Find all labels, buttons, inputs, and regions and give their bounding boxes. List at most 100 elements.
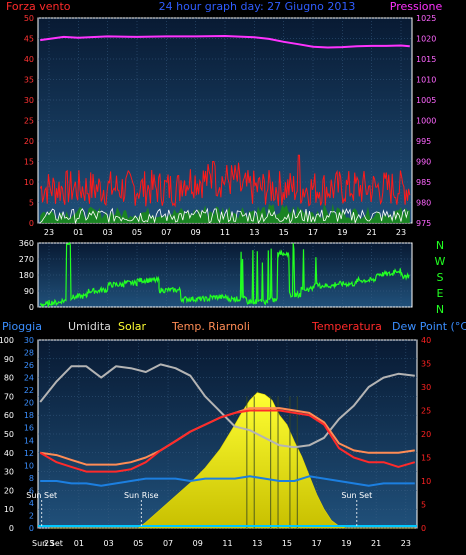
compass-e: E [437, 287, 444, 300]
y-tick-wind: 40 [24, 55, 34, 64]
wind-average-area [40, 203, 410, 223]
y-tick-direction: 90 [24, 287, 34, 296]
y-tick-dewpoint: 2 [29, 511, 34, 520]
x-axis-first-label: Sun Set [32, 539, 63, 548]
sunset-left-marker-label: Sun Set [26, 491, 57, 500]
y-tick-rain: 90 [4, 355, 14, 364]
x-tick-wind: 15 [279, 228, 289, 237]
y-tick-dewpoint: 4 [29, 499, 34, 508]
y-tick-rain: 70 [4, 392, 14, 401]
y-tick-wind: 5 [29, 199, 34, 208]
sunset-right-marker-label: Sun Set [341, 491, 372, 500]
x-tick-wind: 07 [161, 228, 171, 237]
y-tick-temperature: 25 [421, 407, 431, 416]
y-tick-wind: 15 [24, 158, 34, 167]
y-tick-pressure: 1005 [416, 96, 436, 105]
x-tick-climate: 03 [104, 539, 114, 548]
wind-gust-line [39, 154, 411, 208]
wind-direction-line [39, 241, 410, 308]
wind-axis-label: Forza vento [6, 0, 71, 13]
dewpoint-line [40, 475, 415, 487]
y-tick-wind: 10 [24, 178, 34, 187]
legend-apparent: Temp. Riarnoli [171, 320, 250, 333]
y-tick-dewpoint: 8 [29, 474, 34, 483]
legend-dewpoint: Dew Point (°C) [392, 320, 466, 333]
x-tick-climate: 23 [44, 539, 54, 548]
x-tick-wind: 13 [249, 228, 259, 237]
x-tick-climate: 15 [282, 539, 292, 548]
y-tick-rain: 50 [4, 430, 14, 439]
x-tick-climate: 23 [401, 539, 411, 548]
y-tick-temperature: 5 [421, 501, 426, 510]
pressure-axis-label: Pressione [390, 0, 443, 13]
y-tick-rain: 60 [4, 411, 14, 420]
y-tick-wind: 30 [24, 96, 34, 105]
x-tick-climate: 17 [312, 539, 322, 548]
y-tick-rain: 40 [4, 449, 14, 458]
y-tick-temperature: 30 [421, 383, 431, 392]
y-tick-dewpoint: 20 [24, 399, 34, 408]
y-tick-dewpoint: 10 [24, 461, 34, 470]
x-tick-wind: 09 [191, 228, 201, 237]
y-tick-wind: 25 [24, 117, 34, 126]
y-tick-wind: 35 [24, 76, 34, 85]
y-tick-pressure: 990 [416, 158, 431, 167]
x-tick-climate: 19 [341, 539, 351, 548]
x-tick-wind: 05 [132, 228, 142, 237]
compass-w: W [435, 255, 446, 268]
y-tick-pressure: 1000 [416, 117, 436, 126]
y-tick-temperature: 0 [421, 524, 426, 533]
legend-temperature: Temperatura [311, 320, 382, 333]
y-tick-pressure: 1015 [416, 55, 436, 64]
x-tick-wind: 21 [367, 228, 377, 237]
y-tick-dewpoint: 24 [24, 374, 34, 383]
y-tick-pressure: 980 [416, 199, 431, 208]
x-tick-wind: 23 [396, 228, 406, 237]
chart-title: 24 hour graph day: 27 Giugno 2013 [159, 0, 356, 13]
y-tick-dewpoint: 0 [29, 524, 34, 533]
y-tick-temperature: 20 [421, 430, 431, 439]
y-tick-dewpoint: 30 [24, 336, 34, 345]
x-tick-climate: 01 [74, 539, 84, 548]
y-tick-dewpoint: 16 [24, 424, 34, 433]
y-tick-dewpoint: 26 [24, 361, 34, 370]
y-tick-dewpoint: 22 [24, 386, 34, 395]
pressure-line [40, 34, 410, 49]
x-tick-wind: 03 [103, 228, 113, 237]
compass-n-bottom: N [436, 303, 444, 316]
y-tick-direction: 0 [29, 303, 34, 312]
y-tick-direction: 270 [19, 255, 34, 264]
y-tick-dewpoint: 12 [24, 449, 34, 458]
y-tick-dewpoint: 14 [24, 436, 34, 445]
solar-area [49, 392, 415, 529]
y-tick-wind: 20 [24, 137, 34, 146]
compass-n-top: N [436, 239, 444, 252]
legend-humidity: Umidita [68, 320, 111, 333]
wind-speed-line [39, 207, 409, 225]
y-tick-pressure: 1010 [416, 76, 436, 85]
y-tick-dewpoint: 6 [29, 486, 34, 495]
y-tick-wind: 50 [24, 14, 34, 23]
x-tick-wind: 17 [308, 228, 318, 237]
y-tick-pressure: 975 [416, 219, 431, 228]
y-tick-direction: 360 [19, 239, 34, 248]
sunrise-marker-label: Sun Rise [124, 491, 159, 500]
humidity-line [39, 363, 415, 449]
y-tick-pressure: 985 [416, 178, 431, 187]
x-tick-wind: 19 [337, 228, 347, 237]
y-tick-temperature: 40 [421, 336, 431, 345]
y-tick-rain: 30 [4, 468, 14, 477]
x-tick-climate: 13 [252, 539, 262, 548]
x-tick-wind: 01 [73, 228, 83, 237]
y-tick-rain: 80 [4, 374, 14, 383]
x-tick-climate: 09 [193, 539, 203, 548]
y-tick-wind: 45 [24, 35, 34, 44]
y-tick-dewpoint: 18 [24, 411, 34, 420]
y-tick-wind: 0 [29, 219, 34, 228]
y-tick-pressure: 1020 [416, 35, 436, 44]
y-tick-pressure: 1025 [416, 14, 436, 23]
y-tick-temperature: 15 [421, 454, 431, 463]
y-tick-pressure: 995 [416, 137, 431, 146]
y-tick-rain: 0 [9, 524, 14, 533]
